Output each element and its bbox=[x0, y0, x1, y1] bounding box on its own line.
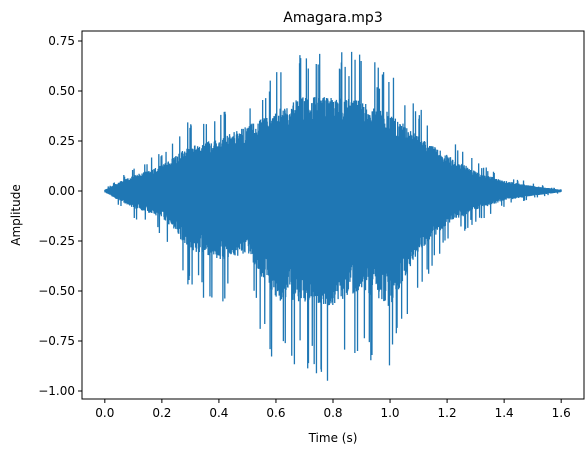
y-tick-label: −0.25 bbox=[38, 234, 75, 248]
y-tick-label: 0.50 bbox=[48, 84, 75, 98]
x-tick-label: 0.6 bbox=[266, 406, 285, 420]
y-tick-label: 0.00 bbox=[48, 184, 75, 198]
x-tick-label: 1.0 bbox=[380, 406, 399, 420]
x-tick-label: 1.6 bbox=[552, 406, 571, 420]
x-tick-label: 0.2 bbox=[152, 406, 171, 420]
x-axis: 0.0 0.2 0.4 0.6 0.8 1.0 1.2 1.4 1.6 bbox=[95, 399, 571, 420]
y-tick-label: −0.75 bbox=[38, 334, 75, 348]
y-tick-label: −1.00 bbox=[38, 384, 75, 398]
plot-area bbox=[104, 51, 562, 381]
y-tick-label: 0.75 bbox=[48, 34, 75, 48]
x-tick-label: 1.4 bbox=[495, 406, 514, 420]
x-axis-label: Time (s) bbox=[308, 431, 358, 445]
y-axis: −1.00 −0.75 −0.50 −0.25 0.00 0.25 0.50 0.75 bbox=[38, 34, 82, 398]
y-axis-label: Amplitude bbox=[9, 184, 23, 246]
x-tick-label: 0.4 bbox=[209, 406, 228, 420]
y-tick-label: −0.50 bbox=[38, 284, 75, 298]
y-tick-label: 0.25 bbox=[48, 134, 75, 148]
x-tick-label: 0.0 bbox=[95, 406, 114, 420]
x-tick-label: 0.8 bbox=[323, 406, 342, 420]
x-tick-label: 1.2 bbox=[438, 406, 457, 420]
chart-title: Amagara.mp3 bbox=[283, 10, 382, 26]
waveform-series bbox=[104, 51, 562, 381]
